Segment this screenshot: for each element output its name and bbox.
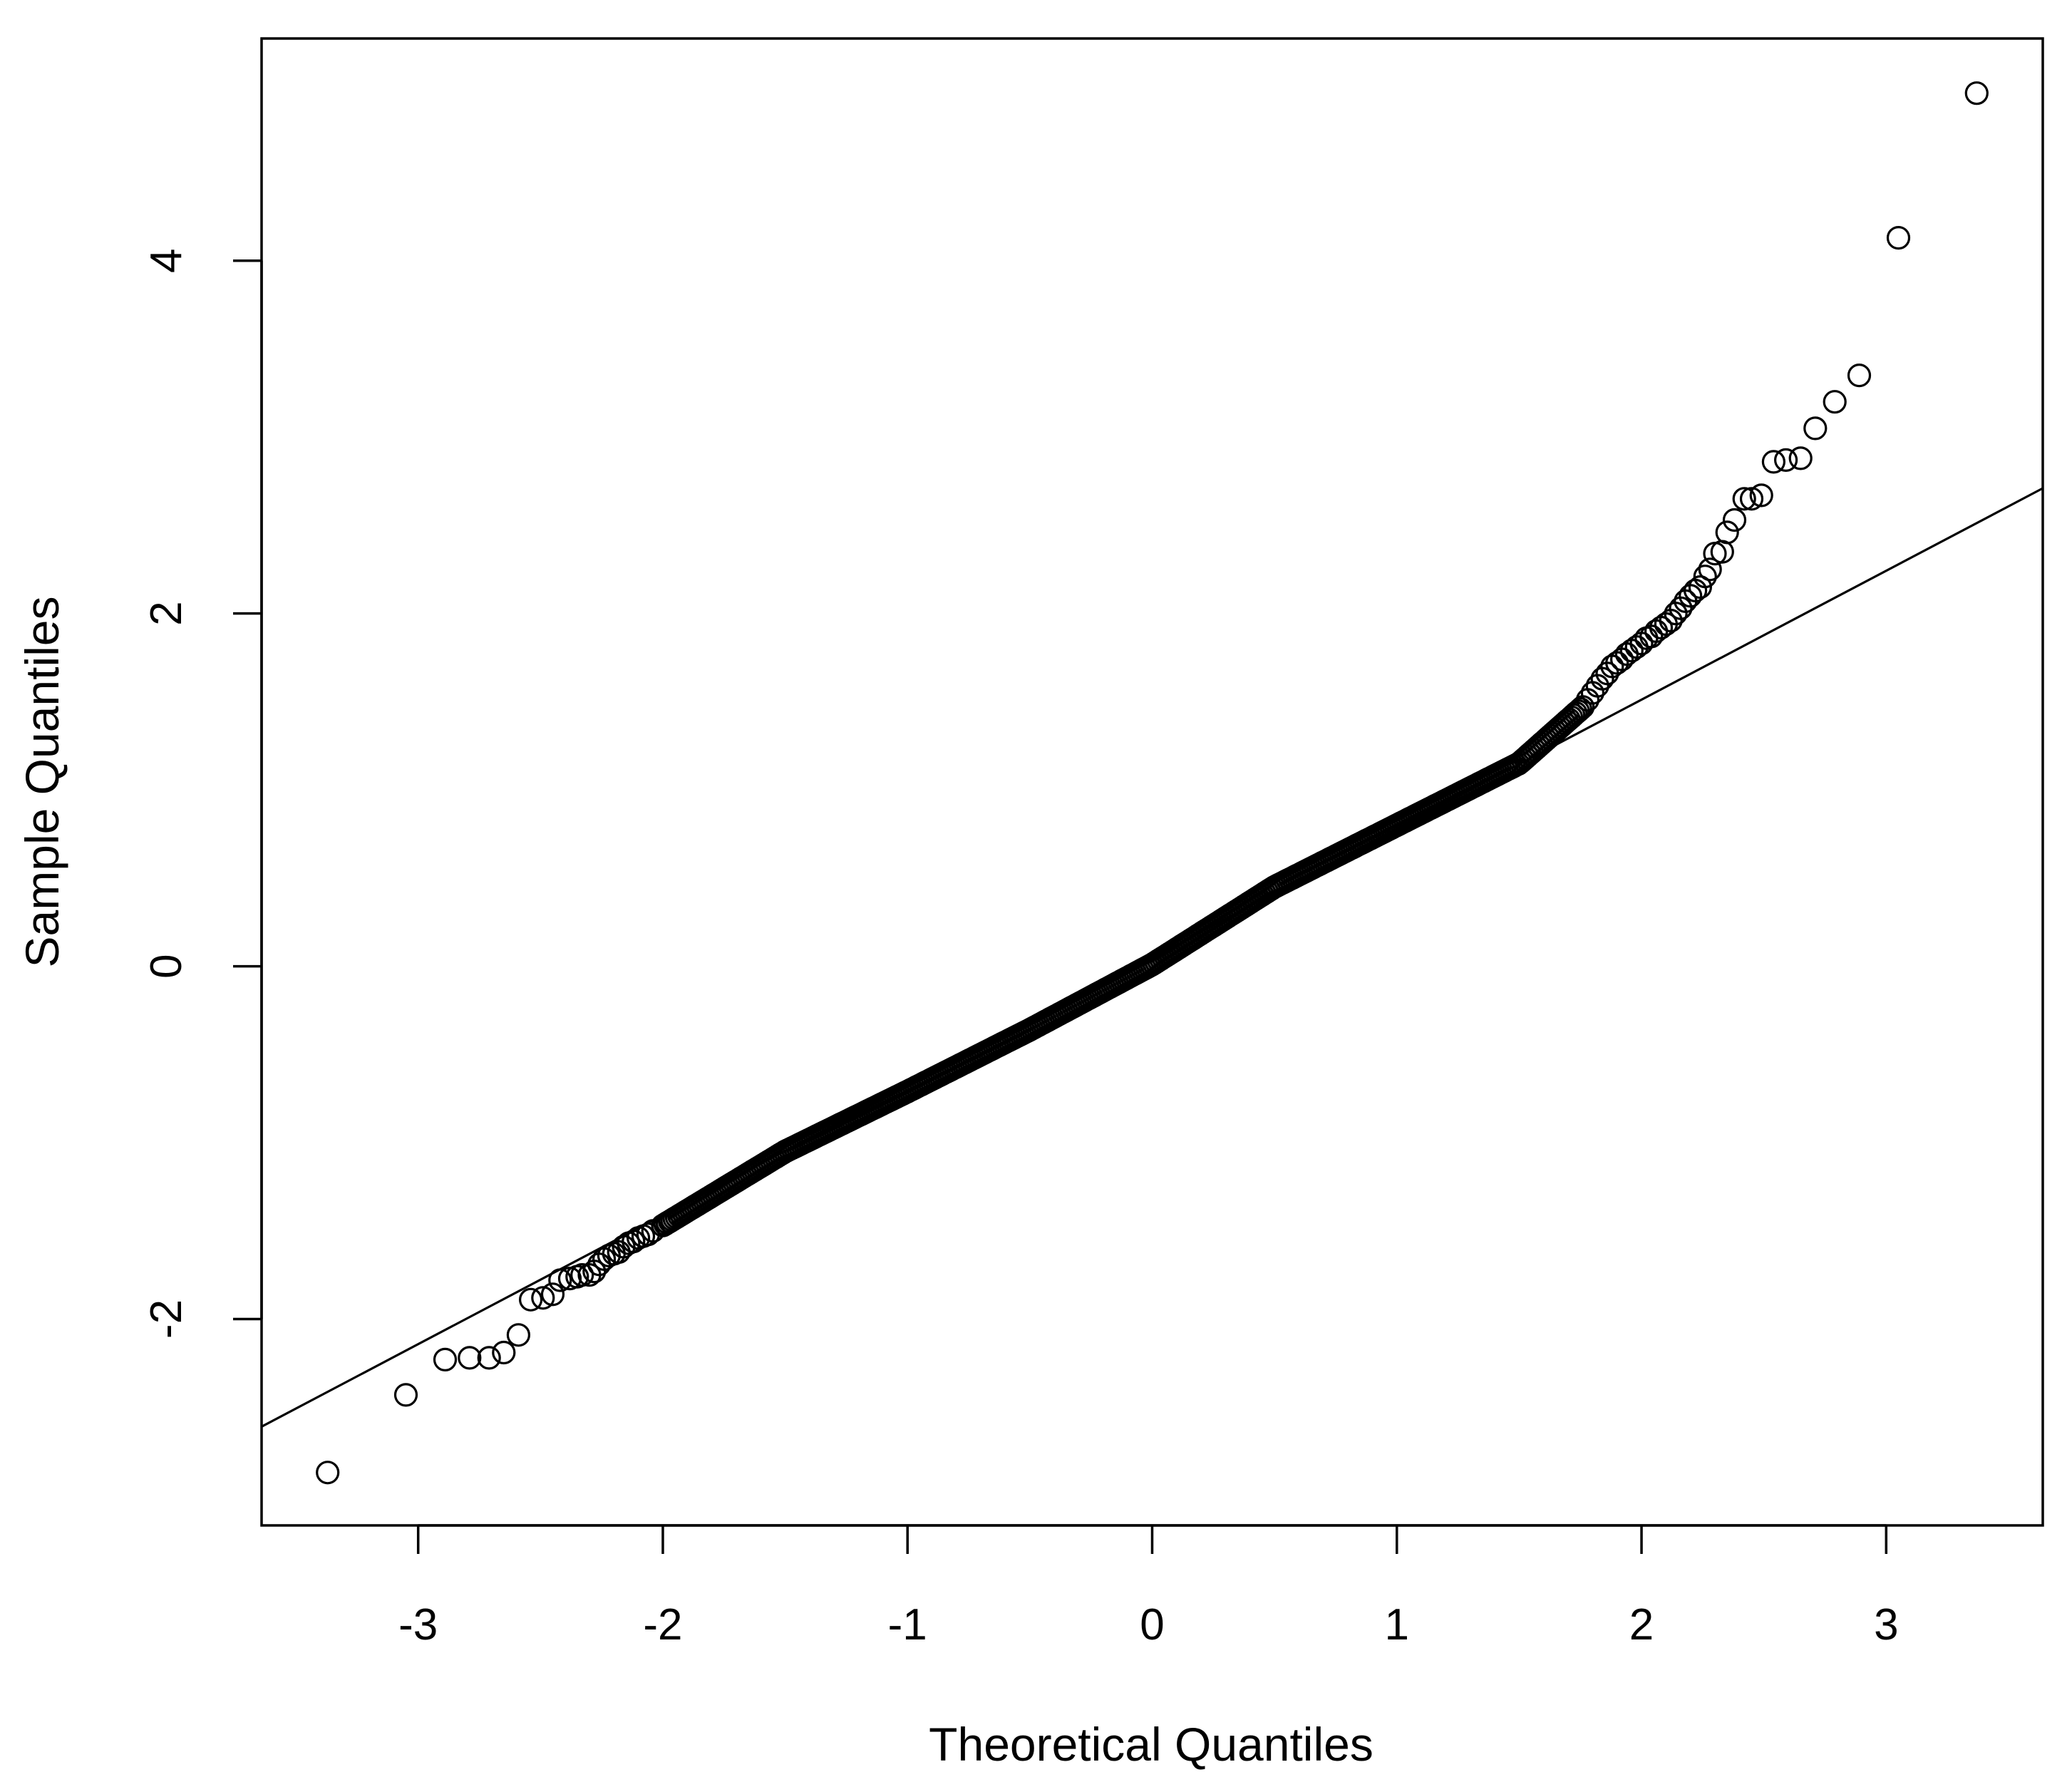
data-point bbox=[531, 1286, 555, 1310]
data-point bbox=[1749, 483, 1773, 508]
data-point bbox=[506, 1323, 531, 1347]
y-tick-label: 2 bbox=[142, 601, 191, 625]
x-axis: -3 -2 -1 0 1 2 3 bbox=[398, 1524, 1899, 1649]
data-point bbox=[477, 1346, 501, 1370]
data-point bbox=[570, 1262, 594, 1287]
data-point bbox=[316, 1461, 340, 1485]
data-point bbox=[548, 1268, 572, 1292]
data-point bbox=[1739, 487, 1764, 511]
data-point bbox=[1568, 697, 1592, 721]
y-tick-label: 0 bbox=[142, 954, 191, 978]
data-point bbox=[1703, 541, 1727, 566]
data-point bbox=[1722, 508, 1747, 532]
y-axis: -2 0 2 4 bbox=[142, 249, 263, 1339]
data-point bbox=[1566, 699, 1590, 724]
y-axis-title: Sample Quantiles bbox=[16, 597, 68, 968]
data-point bbox=[393, 1383, 418, 1407]
x-tick-label: -3 bbox=[398, 1600, 438, 1649]
data-point bbox=[1847, 363, 1872, 388]
data-point bbox=[1761, 450, 1785, 474]
points-layer bbox=[316, 81, 1989, 1485]
data-point bbox=[1964, 81, 1989, 105]
data-point bbox=[1803, 416, 1828, 441]
data-point bbox=[1732, 487, 1756, 511]
data-point bbox=[1823, 390, 1847, 414]
x-tick-label: 2 bbox=[1629, 1600, 1654, 1649]
x-tick-label: 1 bbox=[1385, 1600, 1409, 1649]
data-point bbox=[1564, 701, 1588, 726]
x-tick-label: 0 bbox=[1140, 1600, 1164, 1649]
data-point bbox=[540, 1282, 565, 1307]
y-tick-label: 4 bbox=[142, 249, 191, 273]
data-point bbox=[458, 1346, 482, 1370]
data-point bbox=[1788, 446, 1813, 470]
data-point bbox=[1698, 557, 1722, 582]
x-axis-title: Theoretical Quantiles bbox=[929, 1718, 1373, 1771]
data-point bbox=[1886, 226, 1911, 250]
y-tick-label: -2 bbox=[142, 1299, 191, 1339]
x-tick-label: -2 bbox=[643, 1600, 682, 1649]
x-tick-label: 3 bbox=[1874, 1600, 1898, 1649]
x-tick-label: -1 bbox=[888, 1600, 927, 1649]
data-point bbox=[433, 1347, 458, 1372]
data-point bbox=[1571, 695, 1595, 719]
data-point bbox=[518, 1287, 543, 1312]
data-point bbox=[492, 1340, 516, 1365]
data-point bbox=[1774, 448, 1798, 473]
